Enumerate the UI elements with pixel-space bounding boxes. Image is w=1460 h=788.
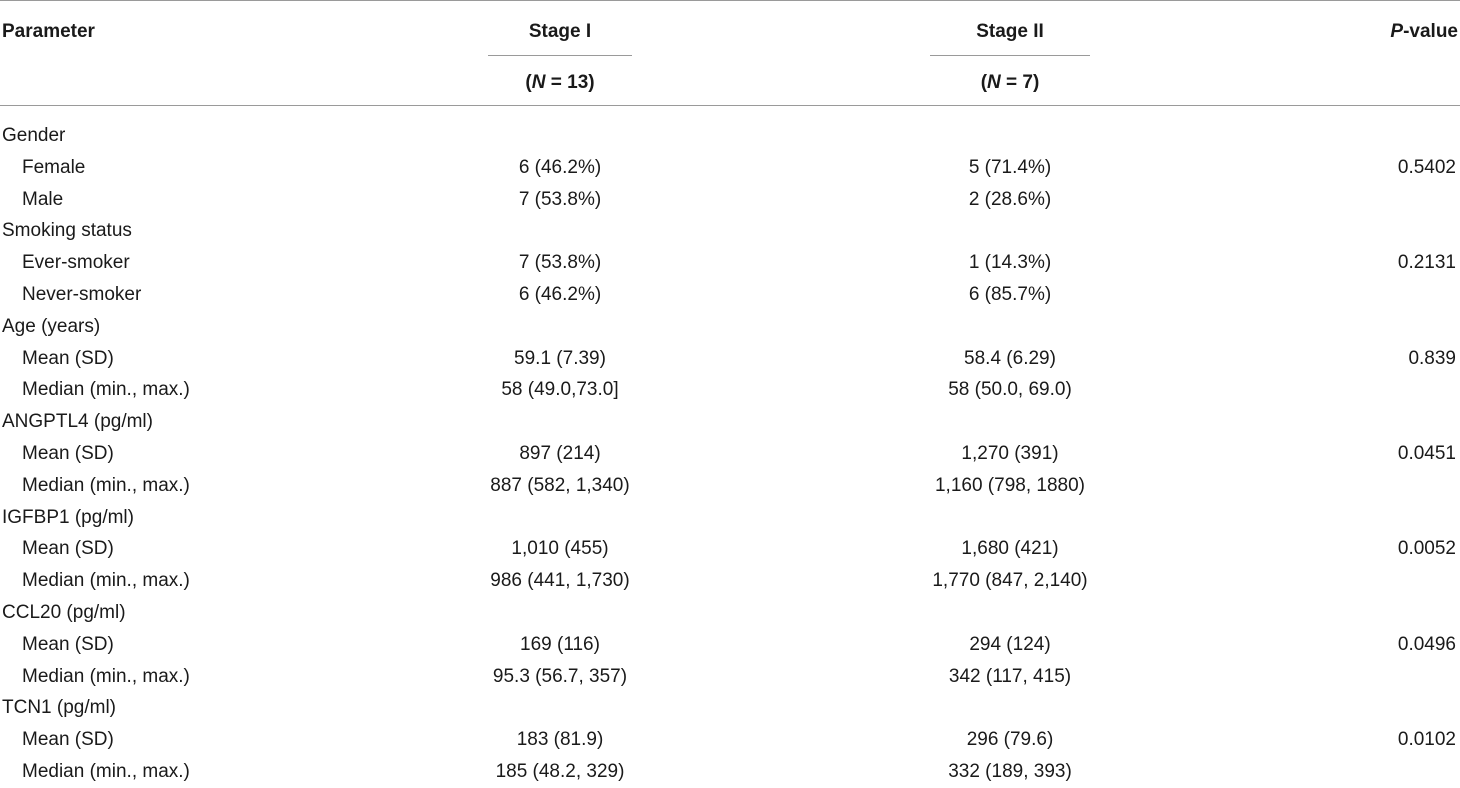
stage-1-value: 59.1 (7.39) <box>514 347 606 369</box>
p-value: 0.0496 <box>1397 633 1456 655</box>
stage-2-value: 1 (14.3%) <box>968 252 1052 274</box>
row-label: Never-smoker <box>22 283 142 305</box>
header-p-value: P-value <box>1390 21 1458 42</box>
stage-1-value: 95.3 (56.7, 357) <box>492 665 628 687</box>
stage-1-value: 1,010 (455) <box>511 538 609 560</box>
table-group-row: Age (years) <box>0 311 1460 343</box>
row-label: Median (min., max.) <box>22 570 190 592</box>
table-row: Median (min., max.) 58 (49.0,73.0] 58 (50.… <box>0 374 1460 406</box>
stage-1-value: 183 (81.9) <box>516 729 604 751</box>
row-label: Male <box>22 188 64 210</box>
row-label: Gender <box>2 125 66 146</box>
stage-2-header-rule <box>930 55 1090 56</box>
table-row: Median (min., max.) 185 (48.2, 329) 332 (1… <box>0 756 1460 788</box>
table-row: Female 6 (46.2%) 5 (71.4%) 0.5402 <box>0 152 1460 184</box>
table-row: Mean (SD) 183 (81.9) 296 (79.6) 0.0102 <box>0 724 1460 756</box>
p-value: 0.2131 <box>1397 252 1456 274</box>
stage-2-value: 6 (85.7%) <box>968 283 1052 305</box>
stage-2-value: 58.4 (6.29) <box>964 347 1056 369</box>
row-label: Mean (SD) <box>22 538 114 560</box>
table-row: Mean (SD) 169 (116) 294 (124) 0.0496 <box>0 629 1460 661</box>
table-row: Mean (SD) 897 (214) 1,270 (391) 0.0451 <box>0 438 1460 470</box>
table-row: Mean (SD) 59.1 (7.39) 58.4 (6.29) 0.839 <box>0 343 1460 375</box>
row-label: Mean (SD) <box>22 347 114 369</box>
header-parameter: Parameter <box>2 21 95 42</box>
p-value: 0.0451 <box>1397 442 1456 464</box>
table-row: Never-smoker 6 (46.2%) 6 (85.7%) <box>0 279 1460 311</box>
row-label: Median (min., max.) <box>22 665 190 687</box>
table-group-row: ANGPTL4 (pg/ml) <box>0 406 1460 438</box>
stage-1-value: 7 (53.8%) <box>518 188 602 210</box>
table-row: Mean (SD) 1,010 (455) 1,680 (421) 0.0052 <box>0 533 1460 565</box>
p-value: 0.0052 <box>1397 538 1456 560</box>
row-label: Mean (SD) <box>22 633 114 655</box>
header-stage-2-n: (N = 7) <box>980 72 1040 93</box>
row-label: IGFBP1 (pg/ml) <box>2 506 134 528</box>
header-bottom-rule <box>0 105 1460 106</box>
stage-2-value: 5 (71.4%) <box>968 156 1052 178</box>
table-row: Median (min., max.) 986 (441, 1,730) 1,770… <box>0 565 1460 597</box>
p-value: 0.0102 <box>1397 729 1456 751</box>
stage-2-value: 1,770 (847, 2,140) <box>932 570 1088 592</box>
table-row: Ever-smoker 7 (53.8%) 1 (14.3%) 0.2131 <box>0 247 1460 279</box>
row-label: Female <box>22 156 86 178</box>
row-label: Mean (SD) <box>22 442 114 464</box>
stage-1-value: 887 (582, 1,340) <box>490 474 630 496</box>
table-group-row: TCN1 (pg/ml) <box>0 692 1460 724</box>
stage-1-value: 7 (53.8%) <box>518 252 602 274</box>
row-label: Mean (SD) <box>22 729 114 751</box>
stage-2-value: 296 (79.6) <box>966 729 1054 751</box>
stage-2-value: 1,680 (421) <box>961 538 1059 560</box>
row-label: Age (years) <box>2 315 101 337</box>
header-stage-1: Stage I <box>528 21 592 42</box>
stage-1-value: 185 (48.2, 329) <box>495 760 625 782</box>
stage-1-header-rule <box>488 55 632 56</box>
stage-2-value: 294 (124) <box>969 633 1051 655</box>
row-label: Median (min., max.) <box>22 379 190 401</box>
header-stage-2: Stage II <box>976 21 1044 42</box>
table-row: Median (min., max.) 887 (582, 1,340) 1,160… <box>0 470 1460 502</box>
stage-2-value: 2 (28.6%) <box>968 188 1052 210</box>
row-label: Smoking status <box>2 220 132 242</box>
table-group-row: Smoking status <box>0 215 1460 247</box>
stage-1-value: 6 (46.2%) <box>518 283 602 305</box>
table-top-rule <box>0 0 1460 1</box>
table-group-row: Gender <box>0 120 1460 152</box>
stage-2-value: 1,160 (798, 1880) <box>934 474 1085 496</box>
table-group-row: IGFBP1 (pg/ml) <box>0 502 1460 534</box>
row-label: Median (min., max.) <box>22 474 190 496</box>
stage-2-value: 332 (189, 393) <box>948 760 1072 782</box>
stage-1-value: 986 (441, 1,730) <box>490 570 630 592</box>
stage-2-value: 1,270 (391) <box>961 442 1059 464</box>
row-label: Ever-smoker <box>22 252 130 274</box>
p-value: 0.5402 <box>1397 156 1456 178</box>
row-label: CCL20 (pg/ml) <box>2 601 126 623</box>
row-label: TCN1 (pg/ml) <box>2 697 117 719</box>
stage-2-value: 342 (117, 415) <box>948 665 1072 687</box>
stage-1-value: 169 (116) <box>520 633 600 655</box>
table-row: Male 7 (53.8%) 2 (28.6%) <box>0 184 1460 216</box>
p-value: 0.839 <box>1408 347 1456 369</box>
row-label: Median (min., max.) <box>22 760 190 782</box>
stage-1-value: 58 (49.0,73.0] <box>501 379 619 401</box>
stage-1-value: 6 (46.2%) <box>518 156 602 178</box>
table-body: Gender Female 6 (46.2%) 5 (71.4%) 0.5402 Male… <box>0 120 1460 788</box>
table-group-row: CCL20 (pg/ml) <box>0 597 1460 629</box>
table-row: Median (min., max.) 95.3 (56.7, 357) 342 (… <box>0 661 1460 693</box>
stage-2-value: 58 (50.0, 69.0) <box>948 379 1072 401</box>
stage-1-value: 897 (214) <box>519 442 601 464</box>
row-label: ANGPTL4 (pg/ml) <box>2 411 153 433</box>
header-stage-1-n: (N = 13) <box>525 72 595 93</box>
